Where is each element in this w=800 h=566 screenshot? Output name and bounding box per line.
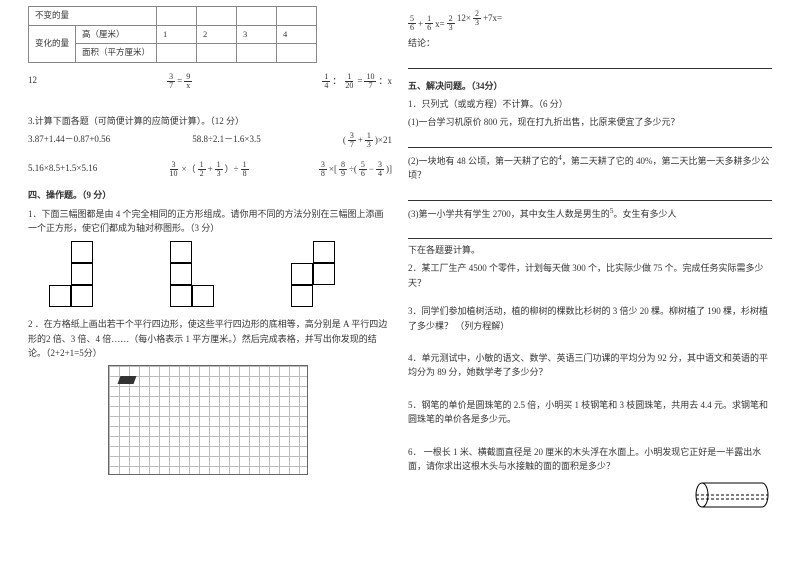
- eq-3-7: 37 = 9x: [167, 73, 192, 90]
- sec3-heading: 3.计算下面各题（可简便计算的应简便计算）。（12 分）: [28, 114, 392, 128]
- sec4-q1: 1．下面三幅图都是由 4 个完全相同的正方形组成。请你用不同的方法分别在三幅图上…: [28, 207, 392, 236]
- blank-line: [408, 55, 772, 69]
- conclusion-label: 结论：: [408, 36, 772, 50]
- eq-r2: 12× 23 +7x=: [457, 10, 502, 27]
- q5: 5．钢笔的单价是圆珠笔的 2.5 倍，小明买 1 枝钢笔和 3 枝圆珠笔，共用去…: [408, 398, 772, 427]
- cell-area: 面积（平方厘米）: [76, 44, 157, 63]
- cell-height: 高（厘米）: [76, 25, 157, 44]
- grid-parallelogram-a: [118, 376, 137, 384]
- q1-3: (3)第一小学共有学生 2700，其中女生人数是男生的5。女生有多少人: [408, 205, 772, 221]
- q4: 4．单元测试中，小敏的语文、数学、英语三门功课的平均分为 92 分，其中语文和英…: [408, 351, 772, 380]
- expr2: 58.8÷2.1－1.6×3.5: [192, 132, 261, 149]
- lead-12: 12: [28, 73, 37, 90]
- expr4: 5.16×8.5+1.5×5.16: [28, 161, 97, 178]
- sec5-heading: 五、解决问题。（34分）: [408, 79, 772, 93]
- expr3: ( 37 + 13 )×21: [343, 132, 392, 149]
- cell-change: 变化的量: [29, 25, 76, 62]
- calc-row2: 5.16×8.5+1.5×5.16 310 ×（ 12 + 13 ）÷ 18 3…: [28, 161, 392, 178]
- shape-1: [49, 241, 129, 311]
- expr1: 3.87+1.44－0.87+0.56: [28, 132, 110, 149]
- blank-line-q1-3: [408, 225, 772, 239]
- expr6: 38 ×[ 89 ÷( 56 − 34 )]: [319, 161, 392, 178]
- expr5: 310 ×（ 12 + 13 ）÷ 18: [168, 161, 249, 178]
- tetromino-shapes: [28, 241, 392, 311]
- q1-1: (1)一台学习机原价 800 元，现在打九折出售，比原来便宜了多少元？: [408, 115, 772, 129]
- q1: 1．只列式（或或方程）不计算。（6 分）: [408, 97, 772, 111]
- q2: 2．某工厂生产 4500 个零件，计划每天做 300 个，比实际少做 75 个。…: [408, 261, 772, 290]
- eq-r1: 56 + 16 x= 23: [408, 15, 455, 32]
- blank-line-q1-2: [408, 187, 772, 201]
- blank-line-q1-1: [408, 134, 772, 148]
- cylinder-figure: [692, 477, 772, 513]
- grid-paper: [108, 365, 308, 475]
- shape-2: [170, 241, 250, 311]
- q3: 3．同学们参加植树活动，植的柳树的棵数比杉树的 3 倍少 20 棵。柳树植了 1…: [408, 304, 772, 333]
- right-column: 56 + 16 x= 23 12× 23 +7x= 结论： 五、解决问题。（34…: [400, 6, 780, 560]
- sec4-q2: 2 ．在方格纸上画出若干个平行四边形，使这些平行四边形的底相等，高分别是 A 平…: [28, 317, 392, 360]
- left-column: 不变的量 变化的量 高（厘米） 1 2 3 4 面积（平方厘米） 12 37 =…: [20, 6, 400, 560]
- variable-table: 不变的量 变化的量 高（厘米） 1 2 3 4 面积（平方厘米）: [28, 6, 317, 63]
- eq-ratio: 14 ： 120 = 107 ：x: [322, 73, 392, 90]
- below-note: 下在各题要计算。: [408, 243, 772, 257]
- calc-row1: 3.87+1.44－0.87+0.56 58.8÷2.1－1.6×3.5 ( 3…: [28, 132, 392, 149]
- q6: 6． 一根长 1 米、横截面直径是 20 厘米的木头浮在水面上。小明发现它正好是…: [408, 445, 772, 474]
- proportion-row: 12 37 = 9x 14 ： 120 = 107 ：x: [28, 73, 392, 90]
- cell-nochange: 不变的量: [29, 7, 157, 26]
- sec4-heading: 四、操作题。（9 分）: [28, 188, 392, 202]
- shape-3: [291, 241, 371, 311]
- q1-2: (2)一块地有 48 公顷，第一天耕了它的4，第二天耕了它的 40%，第二天比第…: [408, 152, 772, 183]
